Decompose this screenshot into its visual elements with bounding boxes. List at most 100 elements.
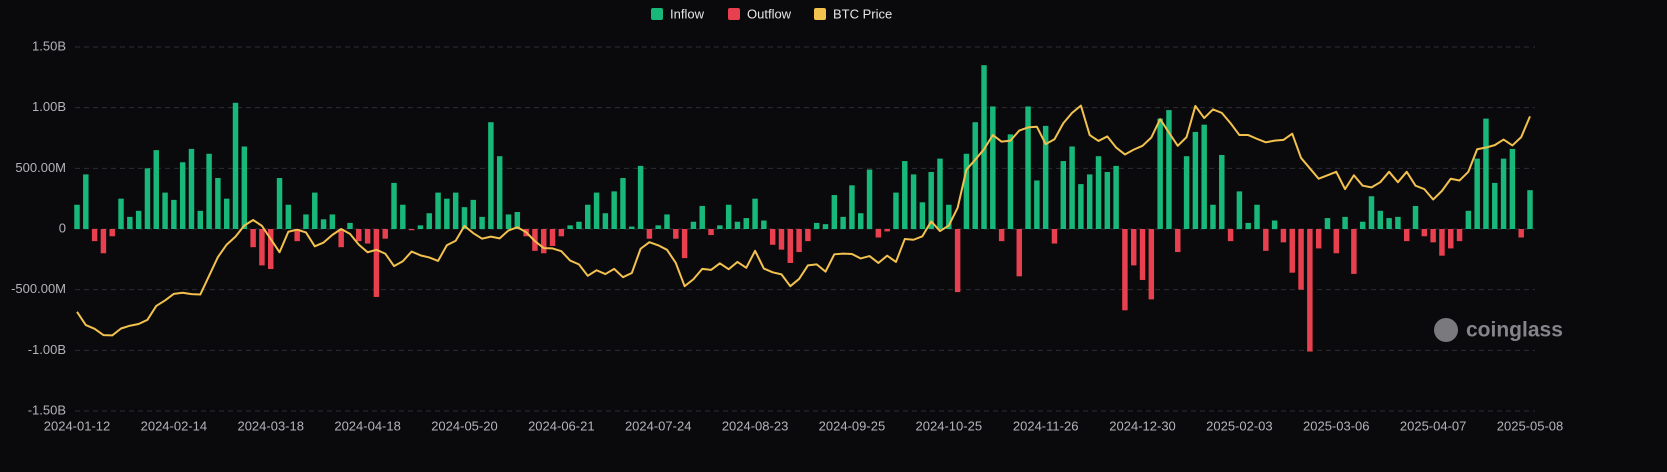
- y-tick-label: -1.00B: [28, 342, 66, 357]
- y-tick-label: -1.50B: [28, 402, 66, 417]
- bar: [1130, 229, 1137, 266]
- bar: [769, 229, 776, 245]
- bar: [197, 210, 204, 229]
- bar: [717, 225, 723, 229]
- bar: [822, 224, 829, 229]
- y-tick-label: 0: [59, 220, 66, 235]
- bar: [919, 202, 926, 229]
- bar: [1324, 218, 1331, 229]
- legend-label: BTC Price: [833, 6, 892, 21]
- bar: [268, 229, 274, 270]
- bar: [505, 214, 512, 229]
- x-tick-label: 2025-05-08: [1497, 418, 1564, 433]
- bar: [496, 156, 503, 229]
- bar: [1042, 125, 1049, 229]
- watermark-text: coinglass: [1466, 319, 1563, 342]
- bar: [1307, 229, 1313, 352]
- x-tick-label: 2024-11-26: [1013, 418, 1079, 433]
- bar: [400, 204, 406, 229]
- bar: [1166, 110, 1172, 229]
- bar: [558, 229, 565, 237]
- bar: [1377, 210, 1384, 229]
- bar: [417, 225, 424, 229]
- bar: [153, 150, 159, 229]
- bar: [902, 161, 908, 229]
- bar: [100, 229, 107, 254]
- x-tick-label: 2024-12-30: [1109, 418, 1176, 433]
- bar: [1183, 156, 1190, 229]
- bar: [135, 210, 142, 229]
- watermark-logo: [1434, 318, 1458, 342]
- y-tick-label: -500.00M: [11, 281, 66, 296]
- bar: [452, 192, 459, 229]
- bar: [1439, 229, 1445, 256]
- x-tick-label: 2024-06-21: [528, 418, 595, 433]
- bar: [805, 229, 811, 242]
- bar: [620, 178, 626, 229]
- x-tick-label: 2024-03-18: [237, 418, 304, 433]
- bar: [752, 198, 758, 229]
- bar: [1245, 222, 1251, 229]
- bar: [259, 229, 265, 266]
- bar: [937, 158, 943, 229]
- bar: [1448, 229, 1454, 249]
- bar: [250, 229, 256, 248]
- bar: [549, 229, 556, 246]
- bar: [1333, 229, 1339, 254]
- bar: [329, 214, 336, 229]
- bar: [338, 229, 344, 248]
- bar: [540, 229, 547, 254]
- x-tick-label: 2024-07-24: [625, 418, 692, 433]
- bar: [602, 213, 609, 229]
- bar: [1289, 229, 1295, 273]
- bar: [585, 204, 591, 229]
- price-line: [76, 104, 1531, 337]
- bar: [778, 229, 785, 250]
- bar: [690, 221, 697, 229]
- bar: [1078, 184, 1084, 229]
- bar: [998, 229, 1005, 242]
- bar: [1456, 229, 1463, 242]
- bar: [813, 222, 820, 229]
- bar: [1007, 134, 1014, 229]
- bar: [1175, 229, 1181, 253]
- bar: [1421, 229, 1428, 237]
- bar: [743, 218, 749, 229]
- bar: [215, 178, 221, 229]
- bar: [479, 216, 485, 229]
- bar: [734, 221, 741, 229]
- bar: [928, 171, 934, 229]
- bar: [364, 229, 371, 244]
- bar: [488, 122, 494, 229]
- bar: [1386, 218, 1392, 229]
- bar: [276, 178, 283, 229]
- legend-swatch: [814, 8, 826, 20]
- bar: [470, 199, 477, 229]
- bar: [223, 198, 230, 229]
- bar: [1095, 156, 1102, 229]
- bar: [514, 212, 521, 229]
- bar: [1474, 158, 1480, 229]
- bar: [347, 222, 353, 229]
- bar: [1157, 118, 1163, 229]
- bar: [1483, 118, 1489, 229]
- bar: [567, 225, 573, 229]
- x-tick-label: 2025-04-07: [1400, 418, 1467, 433]
- legend: Inflow Outflow BTC Price: [651, 6, 892, 21]
- bar: [1280, 229, 1287, 243]
- x-tick-label: 2024-02-14: [141, 418, 208, 433]
- bar: [1351, 229, 1357, 274]
- bar: [1509, 148, 1516, 229]
- bar: [637, 165, 644, 229]
- bar: [1315, 229, 1322, 249]
- bar: [866, 169, 873, 229]
- bar: [1086, 174, 1093, 229]
- x-tick-label: 2025-02-03: [1206, 418, 1273, 433]
- x-tick-label: 2024-10-25: [916, 418, 983, 433]
- bar: [1148, 229, 1155, 300]
- bar: [593, 192, 600, 229]
- bar: [1113, 165, 1119, 229]
- bar: [118, 198, 124, 229]
- bar: [1060, 161, 1067, 229]
